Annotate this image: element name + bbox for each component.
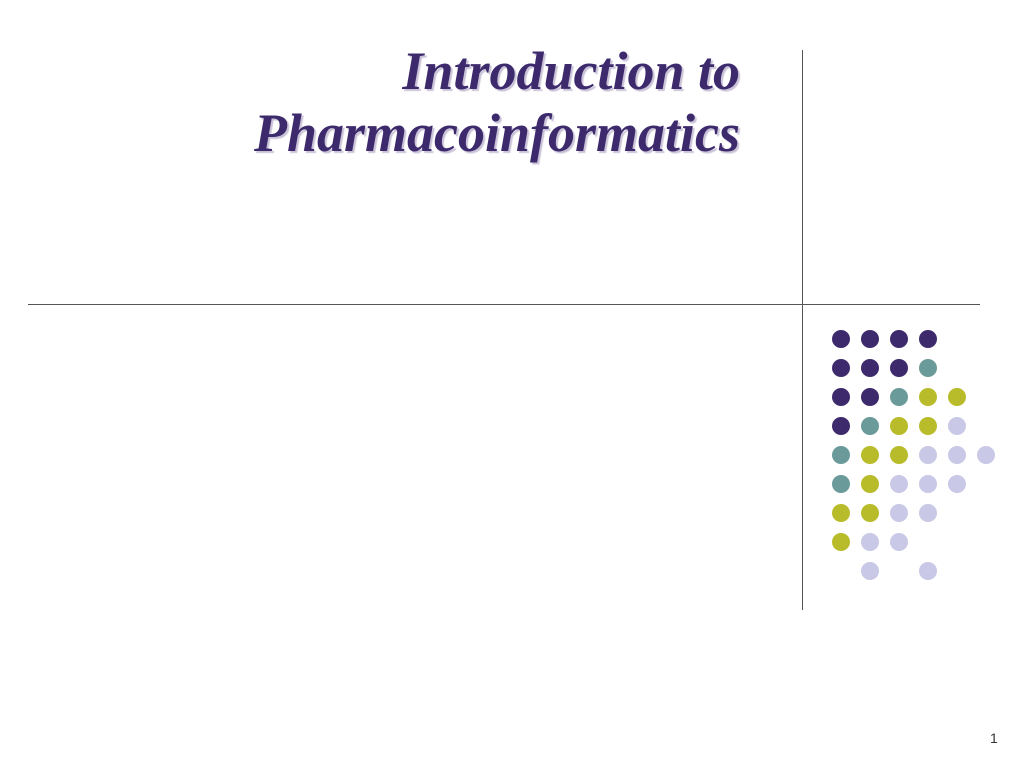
decorative-dot: [890, 533, 908, 551]
decorative-dot: [948, 388, 966, 406]
decorative-dot: [948, 475, 966, 493]
decorative-dot: [890, 359, 908, 377]
decorative-dot: [919, 475, 937, 493]
decorative-dot: [861, 417, 879, 435]
slide-title: Introduction to Pharmacoinformatics: [60, 40, 740, 164]
decorative-dot: [919, 330, 937, 348]
decorative-dot: [890, 475, 908, 493]
decorative-dot: [861, 330, 879, 348]
decorative-dot: [832, 417, 850, 435]
decorative-dot: [919, 504, 937, 522]
decorative-dot: [832, 533, 850, 551]
decorative-dot: [977, 446, 995, 464]
decorative-dot: [832, 475, 850, 493]
decorative-dot: [861, 446, 879, 464]
decorative-dot: [861, 475, 879, 493]
decorative-dot: [948, 446, 966, 464]
decorative-dot: [861, 533, 879, 551]
decorative-dot: [832, 388, 850, 406]
decorative-dot: [948, 417, 966, 435]
decorative-dot: [861, 562, 879, 580]
decorative-dot: [890, 417, 908, 435]
decorative-dot: [832, 359, 850, 377]
decorative-dot: [919, 388, 937, 406]
decorative-dot: [861, 504, 879, 522]
title-line-2: Pharmacoinformatics: [254, 103, 740, 163]
decorative-dot: [832, 446, 850, 464]
title-line-1: Introduction to: [402, 41, 740, 101]
dot-pattern: [832, 330, 995, 591]
decorative-dot: [832, 504, 850, 522]
decorative-dot: [832, 330, 850, 348]
decorative-dot: [890, 446, 908, 464]
decorative-dot: [890, 388, 908, 406]
decorative-dot: [919, 562, 937, 580]
decorative-dot: [861, 359, 879, 377]
decorative-dot: [919, 417, 937, 435]
decorative-dot: [919, 446, 937, 464]
vertical-rule: [802, 50, 803, 610]
decorative-dot: [861, 388, 879, 406]
decorative-dot: [919, 359, 937, 377]
decorative-dot: [890, 504, 908, 522]
horizontal-rule: [28, 304, 980, 305]
page-number: 1: [990, 730, 998, 746]
decorative-dot: [890, 330, 908, 348]
